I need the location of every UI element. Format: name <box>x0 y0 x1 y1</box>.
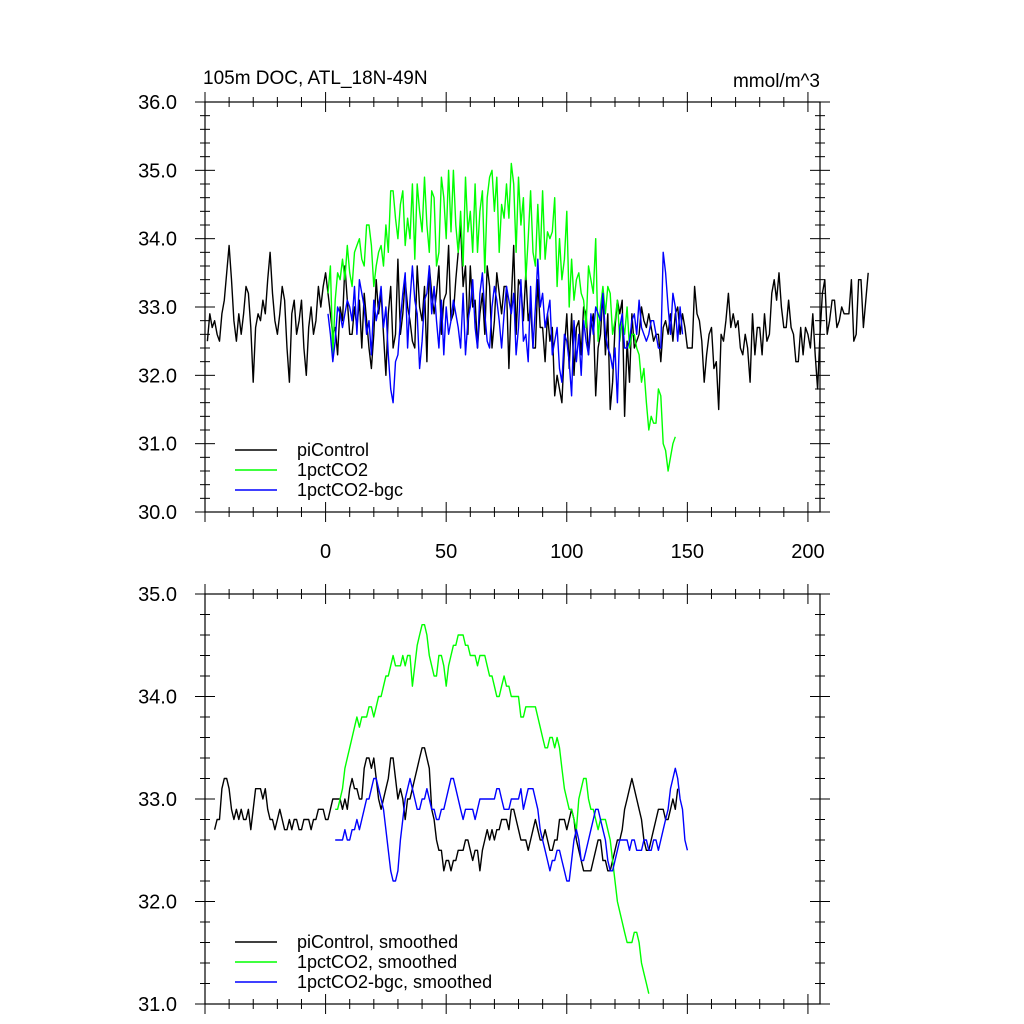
series-group-bottom <box>213 624 689 994</box>
x-tick-label: 50 <box>435 541 457 563</box>
legend-label: piControl, smoothed <box>297 932 458 952</box>
y-tick-label: 33.0 <box>138 789 177 811</box>
series-line-1pctco2 <box>327 162 676 472</box>
y-tick-label: 34.0 <box>138 687 177 709</box>
bottom-panel: 31.0 32.0 33.0 34.0 35.0 piControl, smoothed… <box>138 584 830 1016</box>
chart-title: 105m DOC, ATL_18N-49N <box>203 68 428 89</box>
legend-label: 1pctCO2, smoothed <box>297 952 457 972</box>
legend-label: 1pctCO2-bgc, smoothed <box>297 972 492 992</box>
y-tick-label: 31.0 <box>138 434 177 456</box>
y-tick-label: 35.0 <box>138 160 177 182</box>
x-axis-bottom <box>204 584 809 1014</box>
y-tick-label: 35.0 <box>138 584 177 606</box>
series-line-1pctco2-bgc-smoothed <box>335 767 689 882</box>
x-tick-label: 100 <box>550 541 583 563</box>
top-panel: 105m DOC, ATL_18N-49N mmol/m^3 0 50 100 150… <box>138 68 869 563</box>
x-tick-label: 0 <box>320 541 331 563</box>
series-line-1pctco2-bgc <box>327 251 684 404</box>
y-tick-label: 34.0 <box>138 229 177 251</box>
y-axis-top: 30.0 31.0 32.0 33.0 34.0 35.0 36.0 <box>138 92 830 524</box>
legend-label: 1pctCO2 <box>297 460 368 480</box>
series-line-picontrol-smoothed <box>213 747 679 872</box>
y-tick-label: 32.0 <box>138 892 177 914</box>
y-tick-label: 31.0 <box>138 994 177 1016</box>
x-tick-label: 200 <box>791 541 824 563</box>
legend-label: 1pctCO2-bgc <box>297 480 403 500</box>
y-tick-label: 30.0 <box>138 502 177 524</box>
x-axis-top: 0 50 100 150 200 <box>204 92 825 563</box>
series-line-1pctco2-smoothed <box>335 624 650 994</box>
legend-label: piControl <box>297 440 369 460</box>
x-tick-label: 150 <box>671 541 704 563</box>
y-tick-label: 36.0 <box>138 92 177 114</box>
y-tick-label: 33.0 <box>138 297 177 319</box>
units-label: mmol/m^3 <box>733 71 820 92</box>
y-tick-label: 32.0 <box>138 365 177 387</box>
y-axis-bottom: 31.0 32.0 33.0 34.0 35.0 <box>138 584 830 1016</box>
series-group-top <box>206 162 869 472</box>
series-line-picontrol <box>206 224 869 417</box>
